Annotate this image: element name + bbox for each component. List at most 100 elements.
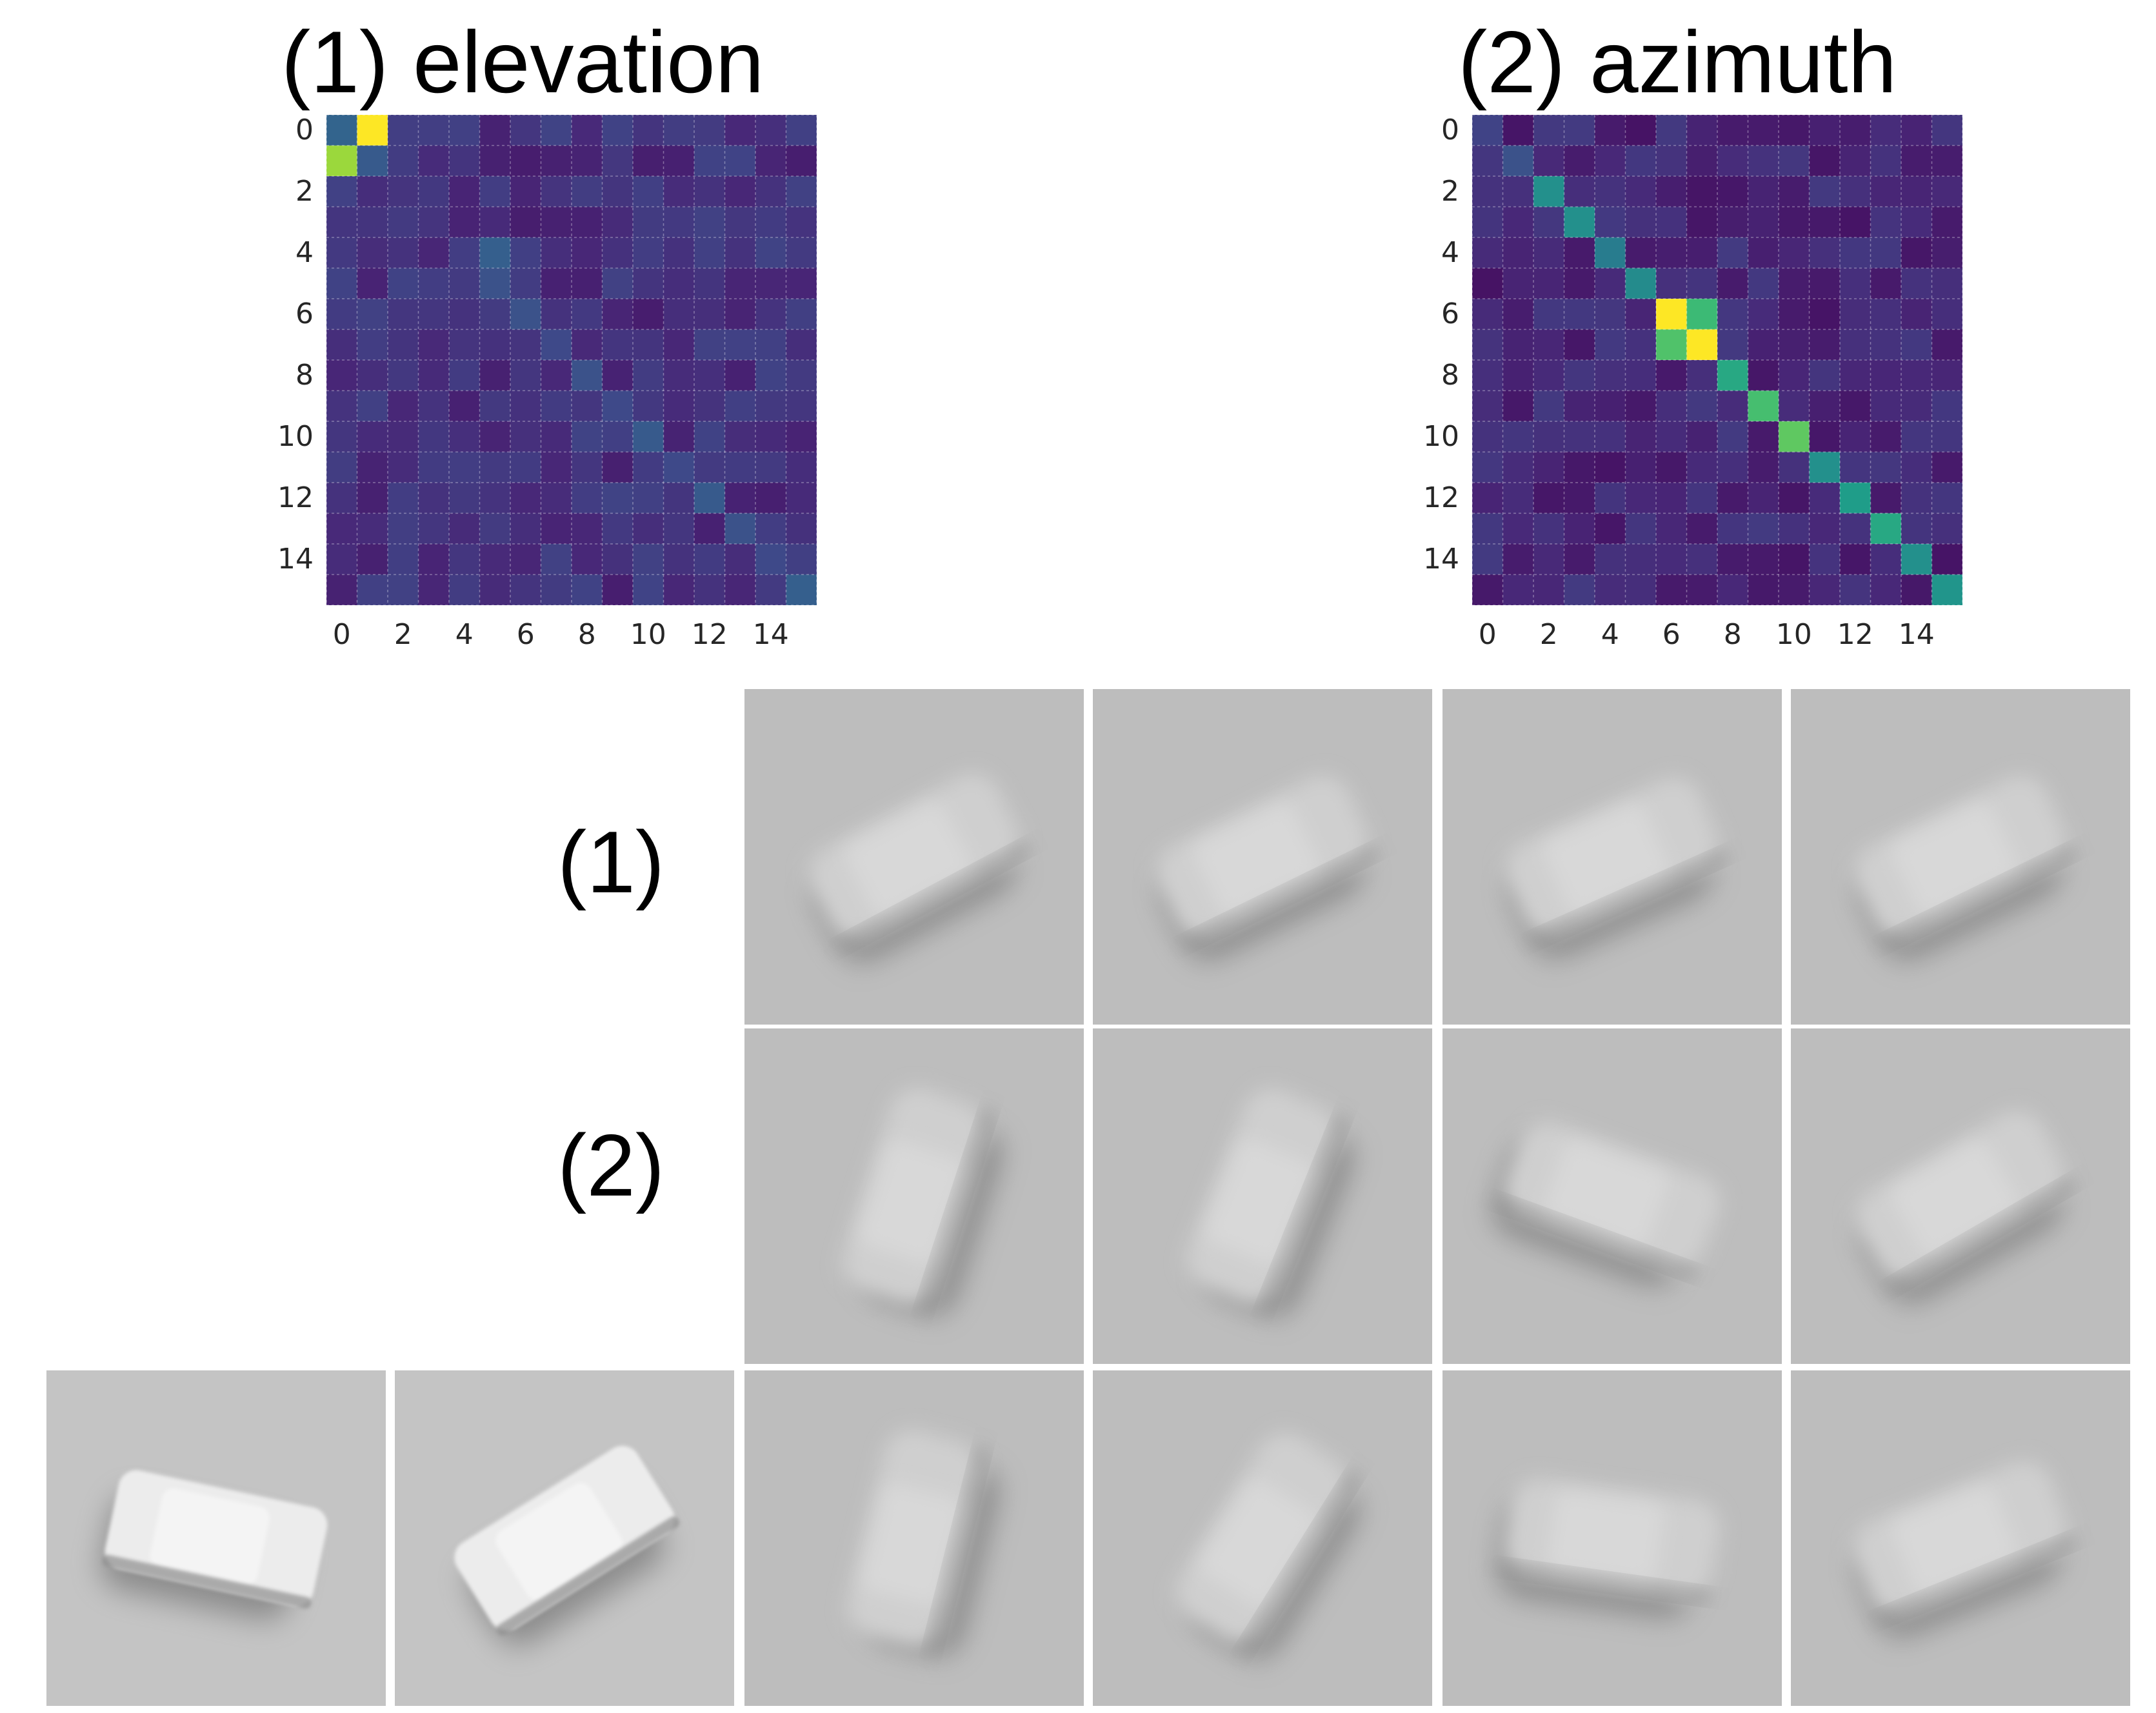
heatmap-cell-5-7	[541, 268, 572, 299]
x-tick-label: 0	[332, 618, 351, 651]
heatmap-cell-5-14	[1901, 268, 1932, 299]
car-picture	[395, 1370, 734, 1706]
heatmap-cell-3-11	[663, 206, 695, 238]
heatmap-cell-2-2	[1533, 176, 1564, 207]
heatmap-cell-5-13	[1870, 268, 1902, 299]
heatmap-cell-6-13	[1870, 299, 1902, 330]
heatmap-cell-4-13	[724, 237, 756, 268]
heatmap-cell-8-7	[541, 360, 572, 391]
heatmap-cell-6-8	[572, 299, 603, 330]
y-tick-label: 6	[295, 297, 314, 330]
heatmap-cell-12-8	[572, 483, 603, 514]
heatmap-cell-14-11	[663, 544, 695, 575]
heatmap-cell-10-8	[1717, 421, 1748, 452]
heatmap-cell-6-3	[1564, 299, 1595, 330]
heatmap-cell-3-2	[388, 206, 419, 238]
heatmap-cell-13-9	[602, 513, 634, 545]
heatmap-cell-4-10	[633, 237, 664, 268]
heatmap-cell-3-14	[755, 206, 786, 238]
heatmap-cell-15-9	[602, 574, 634, 605]
heatmap-cell-13-3	[418, 513, 450, 545]
heatmap-cell-10-12	[1840, 421, 1871, 452]
heatmap-cell-3-2	[1533, 206, 1564, 238]
heatmap-cell-4-12	[1840, 237, 1871, 268]
heatmap-cell-9-2	[1533, 390, 1564, 422]
heatmap-cell-10-1	[357, 421, 388, 452]
heatmap-cell-3-5	[479, 206, 511, 238]
heatmap-cell-2-0	[1472, 176, 1503, 207]
heatmap-cell-15-5	[1625, 574, 1657, 605]
y-tick-label: 0	[295, 113, 314, 146]
y-tick-label: 2	[295, 174, 314, 208]
heatmap-cell-12-10	[633, 483, 664, 514]
heatmap-cell-11-5	[1625, 452, 1657, 483]
heatmap-cell-9-8	[1717, 390, 1748, 422]
heatmap-cell-1-2	[388, 145, 419, 177]
heatmap-cell-12-0	[1472, 483, 1503, 514]
heatmap-cell-12-6	[1656, 483, 1687, 514]
heatmap-cell-3-1	[357, 206, 388, 238]
heatmap-cell-2-6	[510, 176, 541, 207]
heatmap-cell-0-2	[388, 115, 419, 146]
y-tick-label: 4	[295, 235, 314, 269]
heatmap-cell-12-9	[602, 483, 634, 514]
heatmap-cell-0-11	[663, 115, 695, 146]
x-tick-label: 6	[1662, 618, 1681, 651]
heatmap-cell-8-5	[1625, 360, 1657, 391]
heatmap-cell-1-12	[1840, 145, 1871, 177]
heatmap-cell-4-3	[1564, 237, 1595, 268]
heatmap-cell-8-3	[418, 360, 450, 391]
heatmap-cell-3-12	[1840, 206, 1871, 238]
heatmap-cell-11-1	[1502, 452, 1534, 483]
heatmap-cell-15-7	[1686, 574, 1718, 605]
heatmap-cell-15-5	[479, 574, 511, 605]
heatmap-cell-6-1	[357, 299, 388, 330]
y-tick-label: 0	[1441, 113, 1459, 146]
heatmap-cell-5-8	[572, 268, 603, 299]
heatmap-cell-6-11	[1809, 299, 1841, 330]
heatmap-cell-4-9	[602, 237, 634, 268]
x-tick-label: 8	[577, 618, 596, 651]
heatmap-cell-14-3	[418, 544, 450, 575]
heatmap-cell-8-4	[1595, 360, 1626, 391]
heatmap-cell-0-0	[1472, 115, 1503, 146]
heatmap-cell-10-7	[541, 421, 572, 452]
heatmap-cell-9-9	[602, 390, 634, 422]
heatmap-cell-5-7	[1686, 268, 1718, 299]
heatmap-cell-14-2	[388, 544, 419, 575]
heatmap-cell-0-13	[1870, 115, 1902, 146]
heatmap-cell-12-3	[418, 483, 450, 514]
heatmap-cell-11-15	[1931, 452, 1962, 483]
heatmap-cell-11-4	[1595, 452, 1626, 483]
heatmap-cell-6-10	[633, 299, 664, 330]
heatmap-cell-0-3	[418, 115, 450, 146]
heatmap-cell-11-11	[1809, 452, 1841, 483]
heatmap-cell-7-10	[1779, 329, 1810, 361]
heatmap-cell-6-6	[510, 299, 541, 330]
heatmap-cell-7-10	[633, 329, 664, 361]
heatmap-cell-15-8	[1717, 574, 1748, 605]
heatmap-cell-0-8	[572, 115, 603, 146]
heatmap-cell-13-7	[1686, 513, 1718, 545]
car-picture	[744, 1370, 1084, 1706]
elevation-heatmap	[326, 115, 817, 605]
heatmap-cell-14-15	[1931, 544, 1962, 575]
heatmap-cell-13-13	[1870, 513, 1902, 545]
heatmap-cell-8-6	[1656, 360, 1687, 391]
heatmap-cell-3-8	[1717, 206, 1748, 238]
generated-image	[742, 1368, 1086, 1708]
heatmap-cell-12-7	[1686, 483, 1718, 514]
heatmap-cell-14-9	[602, 544, 634, 575]
heatmap-cell-14-10	[633, 544, 664, 575]
heatmap-cell-9-10	[633, 390, 664, 422]
heatmap-cell-8-8	[1717, 360, 1748, 391]
x-tick-label: 10	[630, 618, 666, 651]
heatmap-cell-5-2	[388, 268, 419, 299]
heatmap-cell-4-6	[510, 237, 541, 268]
heatmap-cell-0-1	[357, 115, 388, 146]
heatmap-cell-9-15	[1931, 390, 1962, 422]
heatmap-cell-3-7	[1686, 206, 1718, 238]
heatmap-cell-0-1	[1502, 115, 1534, 146]
heatmap-cell-11-7	[1686, 452, 1718, 483]
heatmap-cell-15-11	[1809, 574, 1841, 605]
